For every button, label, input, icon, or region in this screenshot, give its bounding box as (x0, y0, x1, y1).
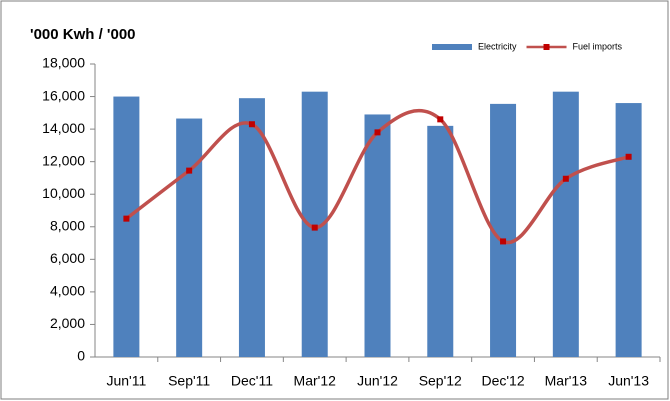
y-tick-label: 12,000 (42, 152, 85, 168)
y-tick-label: 10,000 (42, 185, 85, 201)
marker (374, 129, 381, 136)
x-tick-label: Dec'11 (231, 373, 273, 389)
bar (238, 98, 265, 357)
legend-label: Electricity (478, 41, 517, 51)
marker (437, 116, 444, 123)
marker (311, 224, 318, 231)
marker (500, 238, 507, 245)
bar (176, 118, 203, 358)
x-tick-label: Jun'13 (608, 373, 649, 389)
bar (364, 114, 391, 357)
x-tick-label: Mar'12 (294, 373, 337, 389)
bar (113, 96, 140, 358)
marker (248, 121, 255, 128)
y-tick-label: 4,000 (50, 283, 85, 299)
y-tick-label: 2,000 (50, 315, 85, 331)
y-tick-label: 8,000 (50, 217, 85, 233)
legend-marker (543, 44, 550, 50)
y-tick-label: 18,000 (42, 55, 85, 71)
legend-label: Fuel imports (573, 41, 623, 51)
bar (427, 125, 454, 357)
x-tick-label: Sep'12 (419, 373, 462, 389)
x-tick-label: Jun'12 (357, 373, 398, 389)
x-tick-label: Sep'11 (168, 373, 210, 389)
chart-title: '000 Kwh / '000 (30, 26, 136, 43)
y-tick-label: 16,000 (42, 87, 85, 103)
marker (625, 153, 632, 160)
y-tick-label: 14,000 (42, 120, 85, 136)
bar (615, 103, 642, 357)
legend-swatch (432, 44, 472, 50)
x-tick-label: Dec'12 (481, 373, 524, 389)
bar (552, 91, 579, 357)
x-tick-label: Jun'11 (106, 373, 146, 389)
marker (186, 167, 193, 174)
marker (562, 175, 569, 182)
y-tick-label: 0 (77, 348, 85, 364)
marker (123, 215, 130, 222)
x-tick-label: Mar'13 (545, 373, 588, 389)
y-tick-label: 6,000 (50, 250, 85, 266)
